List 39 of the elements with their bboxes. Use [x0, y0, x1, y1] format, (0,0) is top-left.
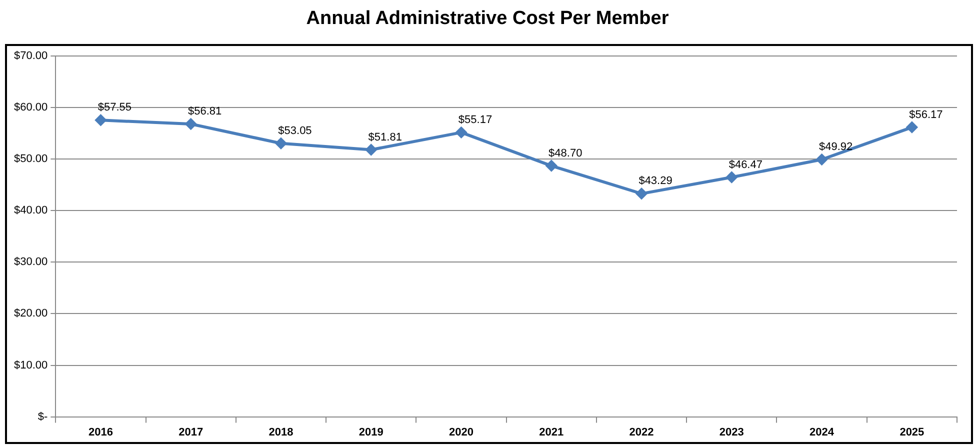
x-tick-label: 2025: [900, 426, 924, 438]
x-tick-label: 2023: [719, 426, 744, 438]
point: [636, 188, 648, 200]
data-label: $43.29: [638, 175, 672, 188]
x-tick-label: 2020: [449, 426, 474, 438]
x-tick-label: 2021: [539, 426, 564, 438]
data-label: $57.55: [98, 102, 132, 114]
point: [185, 118, 196, 130]
x-tick-label: 2022: [629, 426, 654, 438]
data-label: $55.17: [458, 114, 492, 126]
y-tick-label: $30.00: [14, 256, 48, 268]
y-tick-label: $10.00: [14, 359, 48, 372]
data-label: $51.81: [368, 131, 402, 144]
point: [726, 172, 738, 183]
data-label: $56.81: [188, 106, 222, 118]
y-tick-label: $70.00: [14, 50, 48, 62]
point: [906, 122, 918, 133]
data-label: $56.17: [909, 108, 943, 121]
point: [456, 126, 467, 138]
point: [816, 154, 828, 165]
point: [366, 144, 377, 156]
point: [95, 114, 106, 126]
chart-title: Annual Administrative Cost Per Member: [305, 8, 670, 30]
x-tick-label: 2019: [358, 426, 384, 438]
y-tick-label: $50.00: [14, 153, 48, 166]
x-tick-label: 2016: [88, 426, 113, 438]
data-label: $49.92: [818, 141, 853, 154]
x-tick-label: 2024: [810, 426, 835, 438]
data-label: $46.47: [728, 158, 762, 171]
y-tick-label: $-: [38, 410, 48, 423]
data-label: $48.70: [548, 147, 582, 160]
data-label: $53.05: [278, 124, 312, 137]
point: [275, 138, 286, 149]
y-tick-label: $60.00: [14, 102, 48, 114]
y-tick-label: $40.00: [14, 204, 48, 217]
x-tick-label: 2017: [178, 426, 204, 438]
x-tick-label: 2018: [268, 426, 294, 438]
y-tick-label: $20.00: [14, 308, 48, 320]
point: [546, 160, 557, 172]
